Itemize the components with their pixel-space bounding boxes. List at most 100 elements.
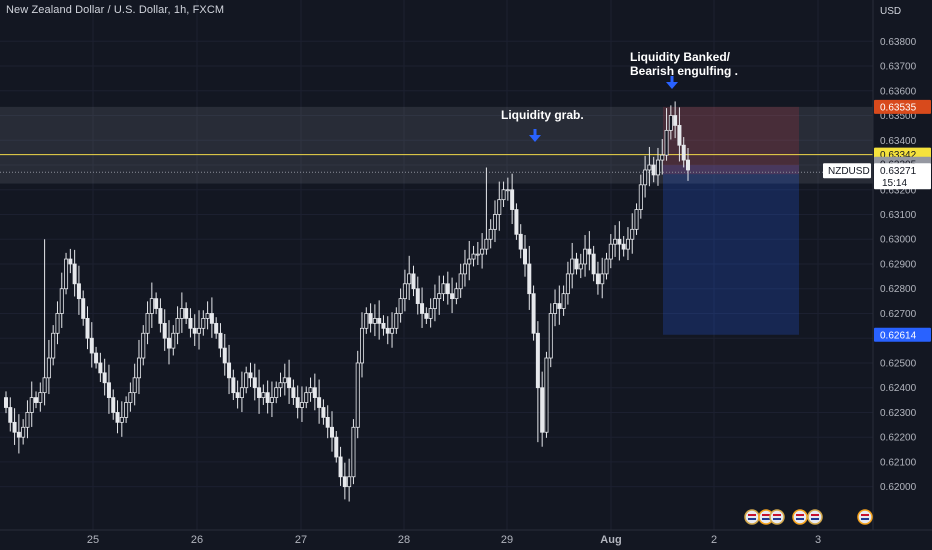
candle-body bbox=[128, 392, 133, 403]
candle bbox=[617, 221, 622, 261]
time-tick-label: 27 bbox=[295, 534, 307, 546]
candle bbox=[548, 303, 553, 368]
candle-body bbox=[591, 253, 596, 275]
candle-body bbox=[647, 164, 652, 171]
flag-stripe bbox=[762, 518, 770, 520]
candle-body bbox=[188, 318, 193, 329]
candle bbox=[312, 373, 317, 411]
candle bbox=[394, 307, 399, 334]
arrow-shaft bbox=[533, 129, 537, 136]
candle-body bbox=[377, 318, 382, 324]
arrow-head bbox=[666, 82, 678, 89]
supply-zone bbox=[0, 106, 873, 184]
candle bbox=[608, 234, 613, 269]
candle bbox=[4, 391, 9, 414]
candle-body bbox=[488, 228, 493, 240]
event-flags[interactable] bbox=[744, 509, 873, 525]
annotation-liquidity-banked: Liquidity Banked/ Bearish engulfing . bbox=[630, 50, 738, 78]
flag-stripe bbox=[796, 514, 804, 516]
time-tick-label: 28 bbox=[398, 534, 410, 546]
candle bbox=[282, 363, 287, 396]
candle-body bbox=[428, 308, 433, 319]
candle bbox=[625, 227, 630, 261]
candle bbox=[141, 325, 146, 366]
candle bbox=[16, 414, 21, 454]
candle bbox=[38, 382, 43, 412]
candle bbox=[664, 108, 669, 161]
candle bbox=[235, 380, 240, 409]
candle bbox=[553, 289, 558, 327]
arrow-shaft bbox=[670, 76, 674, 83]
candle bbox=[179, 292, 184, 333]
candle-body bbox=[244, 372, 249, 389]
candle-body bbox=[475, 253, 480, 256]
candle bbox=[595, 261, 600, 295]
candle-body bbox=[295, 397, 300, 408]
candle-body bbox=[355, 362, 360, 428]
candle bbox=[51, 325, 56, 366]
candle-body bbox=[604, 258, 609, 275]
candle-body bbox=[136, 357, 141, 379]
candle-body bbox=[265, 392, 270, 403]
candle-body bbox=[351, 426, 356, 478]
candle-body bbox=[625, 238, 630, 250]
candle bbox=[621, 236, 626, 257]
candle-body bbox=[338, 456, 343, 478]
candle bbox=[85, 306, 90, 350]
candle-body bbox=[587, 248, 592, 255]
event-flag-icon[interactable] bbox=[807, 509, 823, 525]
time-tick-label: 3 bbox=[815, 534, 821, 546]
candle bbox=[214, 317, 219, 339]
candle bbox=[454, 282, 459, 305]
candle-body bbox=[390, 327, 395, 334]
candle-body bbox=[510, 189, 515, 210]
candle bbox=[64, 252, 69, 295]
event-flag-icon[interactable] bbox=[769, 509, 785, 525]
candle bbox=[523, 235, 528, 277]
candle-body bbox=[235, 392, 240, 399]
candle bbox=[111, 389, 116, 420]
candle bbox=[686, 147, 691, 181]
candle bbox=[287, 359, 292, 404]
flag-stripe bbox=[773, 518, 781, 520]
candle-body bbox=[553, 303, 558, 314]
candle-body bbox=[321, 407, 326, 418]
candle-body bbox=[557, 303, 562, 309]
price-tag-text: 0.62614 bbox=[880, 330, 917, 341]
candle-body bbox=[364, 313, 369, 329]
candle-body bbox=[565, 273, 570, 295]
candle-body bbox=[308, 387, 313, 394]
candle-body bbox=[484, 238, 489, 250]
candle bbox=[424, 307, 429, 324]
candle bbox=[355, 350, 360, 439]
candle-body bbox=[85, 318, 90, 339]
candle-body bbox=[432, 298, 437, 309]
event-flag-icon[interactable] bbox=[744, 509, 760, 525]
candle bbox=[565, 261, 570, 305]
candle-body bbox=[617, 238, 622, 245]
candle bbox=[634, 203, 639, 235]
candle bbox=[162, 309, 167, 351]
axis-tick-label: 0.62800 bbox=[880, 284, 917, 295]
event-flag-icon[interactable] bbox=[857, 509, 873, 525]
axis-background bbox=[873, 0, 932, 550]
candle-body bbox=[402, 283, 407, 300]
profit-zone bbox=[663, 165, 799, 335]
grid-lines bbox=[0, 0, 873, 530]
candle bbox=[630, 213, 635, 254]
candle-body bbox=[523, 248, 528, 265]
candle-body bbox=[162, 322, 167, 339]
candle-body bbox=[119, 416, 124, 423]
candle-body bbox=[227, 362, 232, 379]
candle-body bbox=[68, 258, 73, 265]
axis-tick-label: 0.62400 bbox=[880, 383, 917, 394]
candle-body bbox=[492, 214, 497, 230]
event-flag-icon[interactable] bbox=[792, 509, 808, 525]
candle bbox=[257, 369, 262, 414]
stop-price-tag: 0.63535 bbox=[874, 99, 931, 114]
candle-body bbox=[25, 412, 30, 428]
candle-body bbox=[141, 332, 146, 359]
candle-body bbox=[132, 377, 137, 394]
candle-body bbox=[171, 332, 176, 349]
